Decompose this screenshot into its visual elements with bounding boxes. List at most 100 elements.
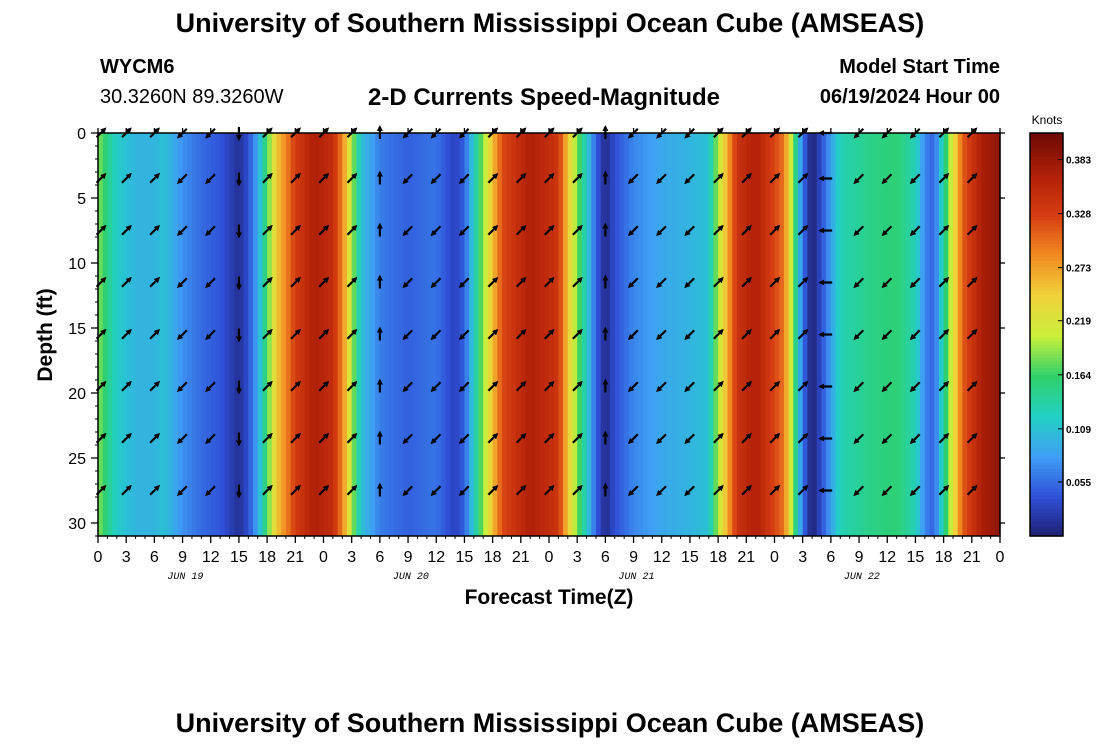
current-vector-arrow (402, 433, 414, 445)
heatmap-cell (671, 133, 677, 536)
current-vector-arrow (909, 225, 921, 237)
current-vector-arrow (909, 173, 921, 185)
colorbar-segment (1030, 391, 1063, 396)
heatmap-cell (953, 133, 959, 536)
footer-title: University of Southern Mississippi Ocean… (175, 708, 925, 738)
current-vector-arrow (966, 172, 978, 184)
heatmap-cell (614, 133, 621, 536)
heatmap-cell (285, 133, 292, 536)
current-vector-arrow (121, 328, 132, 340)
colorbar-segment (1030, 341, 1063, 346)
current-vector-arrow (769, 224, 781, 236)
heatmap-cell (398, 133, 404, 536)
axes: 0 3 6 9 12 15 18 21 0 3 6 9 12 15 18 21 0 3 6 9 12 15 18 21 0 3 6 9… (68, 126, 1005, 583)
colorbar-segment (1030, 300, 1063, 305)
current-vector-arrow (684, 225, 695, 237)
current-vector-arrow (713, 328, 724, 340)
current-vector-arrow (402, 485, 414, 497)
colorbar-segment (1030, 445, 1063, 450)
x-tick-label: 0 (770, 549, 779, 566)
current-vector-arrow (543, 432, 555, 444)
current-vector-arrow (346, 432, 358, 444)
current-vector-arrow (346, 172, 358, 184)
current-vector-arrow (402, 277, 414, 289)
heatmap-cell (844, 133, 851, 536)
heatmap-cell (877, 133, 884, 536)
current-vector-arrow (149, 380, 161, 392)
colorbar-segment (1030, 519, 1063, 524)
colorbar-segment (1030, 163, 1063, 168)
current-vector-arrow (769, 380, 781, 392)
x-tick-label: 18 (935, 549, 953, 566)
heatmap-cell (934, 133, 940, 536)
heatmap-cell (487, 133, 494, 536)
current-vector-arrow (656, 329, 667, 341)
current-vector-arrow (205, 381, 216, 393)
colorbar-segment (1030, 472, 1063, 477)
current-vector-arrow (121, 432, 132, 444)
heatmap-cell (948, 133, 954, 536)
heatmap-cell (699, 133, 705, 536)
x-tick-label: 6 (375, 549, 384, 566)
x-tick-label: 3 (798, 549, 807, 566)
heatmap-cell (440, 133, 447, 536)
current-vector-arrow (176, 329, 188, 341)
heatmap-cell (506, 133, 513, 536)
heatmap-cell (675, 133, 682, 536)
current-vector-arrow (741, 172, 752, 184)
heatmap-cell (309, 133, 315, 536)
current-vector-arrow (458, 433, 470, 445)
colorbar-segment (1030, 146, 1063, 151)
colorbar-segment (1030, 465, 1063, 470)
colorbar-segment (1030, 532, 1063, 537)
colorbar-segment (1030, 334, 1063, 339)
heatmap-cell (436, 133, 442, 536)
heatmap-cell (835, 133, 841, 536)
colorbar-tick-label: 0.109 (1066, 425, 1091, 436)
colorbar-segment (1030, 421, 1063, 426)
x-tick-label: 0 (319, 549, 328, 566)
heatmap-cell (116, 133, 123, 536)
heatmap-cell (375, 133, 381, 536)
heatmap-cell (704, 133, 710, 536)
x-tick-label: 15 (681, 549, 699, 566)
current-vector-arrow (543, 172, 555, 184)
heatmap-cell (379, 133, 386, 536)
heatmap-cell (187, 133, 193, 536)
current-vector-arrow (741, 432, 752, 444)
colorbar-segment (1030, 180, 1063, 184)
colorbar-segment (1030, 220, 1063, 225)
current-vector-arrow (487, 276, 499, 288)
colorbar-segment (1030, 384, 1063, 389)
current-vector-arrow (797, 484, 809, 496)
current-vector-arrow (318, 380, 330, 392)
heatmap-cell (572, 133, 578, 536)
heatmap-cell (107, 133, 113, 536)
colorbar-segment (1030, 169, 1063, 174)
current-vector-arrow (713, 224, 724, 236)
heatmap-cell (346, 133, 353, 536)
current-vector-arrow (458, 381, 470, 393)
colorbar-segment (1030, 499, 1063, 504)
heatmap-cell (765, 133, 771, 536)
y-tick-label: 25 (68, 451, 86, 468)
colorbar-segment (1030, 193, 1063, 198)
day-label: JUN 19 (167, 572, 203, 583)
heatmap-cell (159, 133, 165, 536)
heatmap-cell (915, 133, 921, 536)
colorbar-segment (1030, 274, 1063, 279)
current-vector-arrow (205, 485, 216, 497)
heatmap-cell (389, 133, 395, 536)
model-start-value: 06/19/2024 Hour 00 (819, 86, 1000, 108)
current-vector-arrow (262, 172, 273, 184)
current-vector-arrow (684, 381, 695, 393)
colorbar-segment (1030, 509, 1063, 514)
colorbar-segment (1030, 475, 1063, 480)
heatmap-cell (924, 133, 931, 536)
heatmap-cell (797, 133, 804, 536)
heatmap-cell (464, 133, 470, 536)
heatmap-cell (859, 133, 865, 536)
heatmap-cell (224, 133, 231, 536)
x-tick-label: 6 (601, 549, 610, 566)
x-tick-label: 15 (907, 549, 925, 566)
